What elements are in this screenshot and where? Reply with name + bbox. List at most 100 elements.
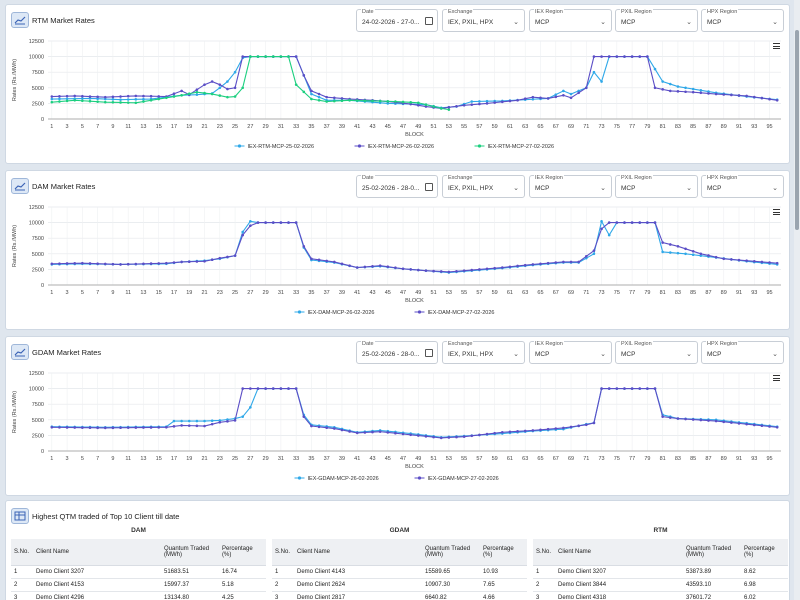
data-point[interactable] — [592, 421, 596, 425]
chevron-down-icon[interactable]: ⌄ — [513, 185, 519, 192]
data-point[interactable] — [325, 426, 328, 430]
data-point[interactable] — [470, 434, 474, 438]
data-point[interactable] — [348, 264, 351, 267]
data-point[interactable] — [615, 55, 619, 58]
data-point[interactable] — [81, 426, 84, 429]
data-point[interactable] — [531, 429, 535, 432]
legend-label[interactable]: IEX-RTM-MCP-27-02-2026 — [488, 144, 555, 150]
data-point[interactable] — [195, 88, 199, 91]
data-point[interactable] — [493, 101, 496, 104]
data-point[interactable] — [340, 97, 344, 100]
data-point[interactable] — [241, 230, 245, 234]
data-point[interactable] — [340, 99, 344, 102]
data-point[interactable] — [355, 99, 359, 102]
data-point[interactable] — [355, 431, 359, 435]
data-point[interactable] — [386, 100, 390, 103]
data-point[interactable] — [340, 262, 344, 266]
data-point[interactable] — [699, 252, 703, 256]
legend-label[interactable]: IEX-RTM-MCP-25-02-2026 — [248, 144, 315, 150]
data-point[interactable] — [745, 94, 748, 98]
data-point[interactable] — [111, 101, 115, 104]
page-scrollbar[interactable] — [794, 0, 800, 600]
chevron-down-icon[interactable]: ⌄ — [686, 19, 692, 26]
data-point[interactable] — [577, 89, 580, 93]
data-point[interactable] — [142, 100, 145, 103]
data-point[interactable] — [126, 101, 130, 104]
data-point[interactable] — [523, 97, 527, 101]
data-point[interactable] — [249, 224, 252, 228]
data-point[interactable] — [615, 387, 619, 390]
data-point[interactable] — [714, 92, 718, 96]
data-point[interactable] — [730, 258, 733, 261]
data-point[interactable] — [623, 221, 626, 224]
data-point[interactable] — [294, 55, 298, 58]
data-point[interactable] — [264, 55, 267, 58]
data-point[interactable] — [493, 431, 496, 435]
date-range-picker[interactable]: Date 24-02-2026 - 27-0... — [356, 9, 438, 32]
data-point[interactable] — [378, 99, 382, 103]
data-point[interactable] — [623, 55, 626, 58]
data-point[interactable] — [210, 258, 214, 262]
data-point[interactable] — [424, 103, 428, 106]
data-point[interactable] — [73, 426, 77, 429]
data-point[interactable] — [371, 264, 374, 268]
data-point[interactable] — [439, 270, 443, 273]
data-point[interactable] — [417, 103, 420, 107]
data-point[interactable] — [157, 426, 161, 429]
data-point[interactable] — [676, 90, 680, 93]
data-point[interactable] — [65, 94, 69, 98]
data-point[interactable] — [409, 101, 412, 104]
data-point[interactable] — [134, 101, 138, 105]
data-point[interactable] — [684, 247, 687, 251]
data-point[interactable] — [516, 264, 519, 268]
data-point[interactable] — [600, 55, 603, 58]
data-point[interactable] — [409, 433, 412, 437]
data-point[interactable] — [50, 425, 54, 429]
pxil-region-select[interactable]: PXIL Region MCP ⌄ — [615, 175, 698, 198]
data-point[interactable] — [752, 95, 756, 99]
data-point[interactable] — [775, 261, 779, 265]
hpx-region-select[interactable]: HPX Region MCP ⌄ — [701, 341, 784, 364]
data-point[interactable] — [149, 94, 153, 98]
data-point[interactable] — [88, 426, 92, 430]
data-point[interactable] — [386, 431, 390, 434]
data-point[interactable] — [50, 97, 54, 101]
data-point[interactable] — [279, 55, 283, 58]
data-point[interactable] — [226, 95, 229, 99]
data-point[interactable] — [691, 250, 695, 253]
data-point[interactable] — [294, 83, 298, 86]
data-point[interactable] — [58, 262, 61, 265]
data-point[interactable] — [539, 428, 542, 432]
data-point[interactable] — [218, 420, 222, 424]
data-point[interactable] — [470, 268, 474, 272]
data-point[interactable] — [165, 96, 168, 100]
data-point[interactable] — [661, 80, 664, 83]
data-point[interactable] — [417, 268, 420, 272]
data-point[interactable] — [187, 424, 191, 427]
data-point[interactable] — [317, 98, 321, 102]
data-point[interactable] — [310, 424, 313, 428]
data-point[interactable] — [317, 258, 321, 262]
data-point[interactable] — [203, 419, 206, 423]
chevron-down-icon[interactable]: ⌄ — [686, 351, 692, 358]
data-point[interactable] — [638, 55, 642, 58]
data-point[interactable] — [562, 93, 565, 97]
data-point[interactable] — [638, 387, 642, 390]
data-point[interactable] — [600, 220, 603, 223]
data-point[interactable] — [546, 261, 550, 265]
data-point[interactable] — [317, 425, 321, 429]
data-point[interactable] — [699, 418, 703, 422]
data-point[interactable] — [539, 262, 542, 266]
data-point[interactable] — [447, 270, 451, 274]
data-point[interactable] — [584, 256, 588, 260]
data-point[interactable] — [752, 259, 756, 263]
data-point[interactable] — [478, 102, 481, 106]
data-point[interactable] — [630, 387, 634, 390]
pxil-region-select[interactable]: PXIL Region MCP ⌄ — [615, 341, 698, 364]
data-point[interactable] — [50, 262, 54, 266]
data-point[interactable] — [539, 96, 542, 100]
data-point[interactable] — [668, 251, 672, 254]
data-point[interactable] — [233, 70, 237, 74]
data-point[interactable] — [249, 406, 252, 409]
data-point[interactable] — [81, 261, 84, 265]
